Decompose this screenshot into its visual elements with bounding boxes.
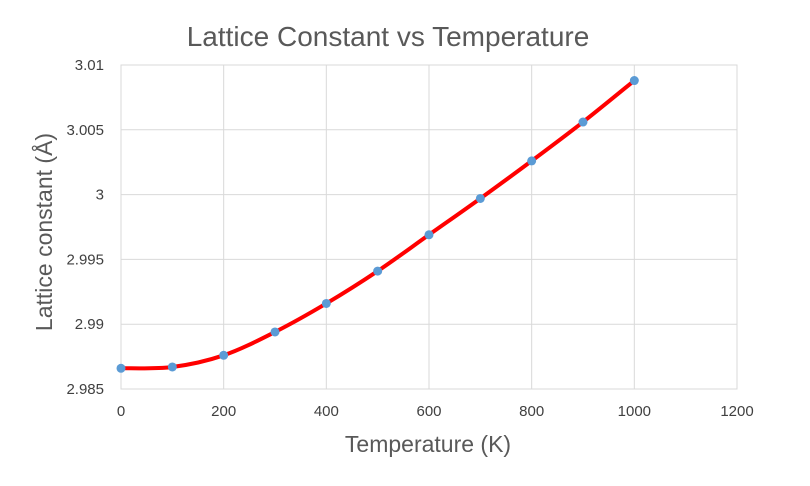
y-tick-label: 3 — [96, 187, 104, 204]
grid — [120, 64, 738, 390]
x-tick-label: 600 — [416, 403, 441, 420]
y-tick-label: 2.99 — [75, 316, 104, 333]
y-tick-label: 2.995 — [66, 251, 104, 268]
y-tick-label: 3.01 — [75, 57, 104, 74]
y-tick-label: 3.005 — [66, 122, 104, 139]
data-point — [219, 350, 229, 360]
data-point — [373, 266, 383, 276]
x-tick-label: 0 — [117, 403, 125, 420]
series — [116, 76, 639, 373]
data-point — [475, 193, 485, 203]
data-point — [424, 230, 434, 240]
x-tick-label: 800 — [519, 403, 544, 420]
data-point — [321, 298, 331, 308]
series-line — [119, 78, 637, 371]
data-point — [527, 156, 537, 166]
data-point — [578, 117, 588, 127]
x-axis-label: Temperature (K) — [345, 431, 511, 457]
data-point — [629, 76, 639, 86]
x-tick-label: 1200 — [720, 403, 753, 420]
data-point — [167, 362, 177, 372]
x-tick-label: 1000 — [618, 403, 651, 420]
chart-title: Lattice Constant vs Temperature — [187, 21, 590, 52]
plot-area — [120, 64, 738, 390]
x-axis: 0 200 400 600 800 1000 1200 — [117, 403, 754, 420]
data-point — [116, 363, 126, 373]
y-axis-label: Lattice constant (Å) — [30, 133, 57, 331]
y-tick-label: 2.985 — [66, 381, 104, 398]
y-axis: 2.985 2.99 2.995 3 3.005 3.01 — [66, 57, 104, 398]
x-tick-label: 400 — [314, 403, 339, 420]
x-tick-label: 200 — [211, 403, 236, 420]
data-point — [270, 327, 280, 337]
